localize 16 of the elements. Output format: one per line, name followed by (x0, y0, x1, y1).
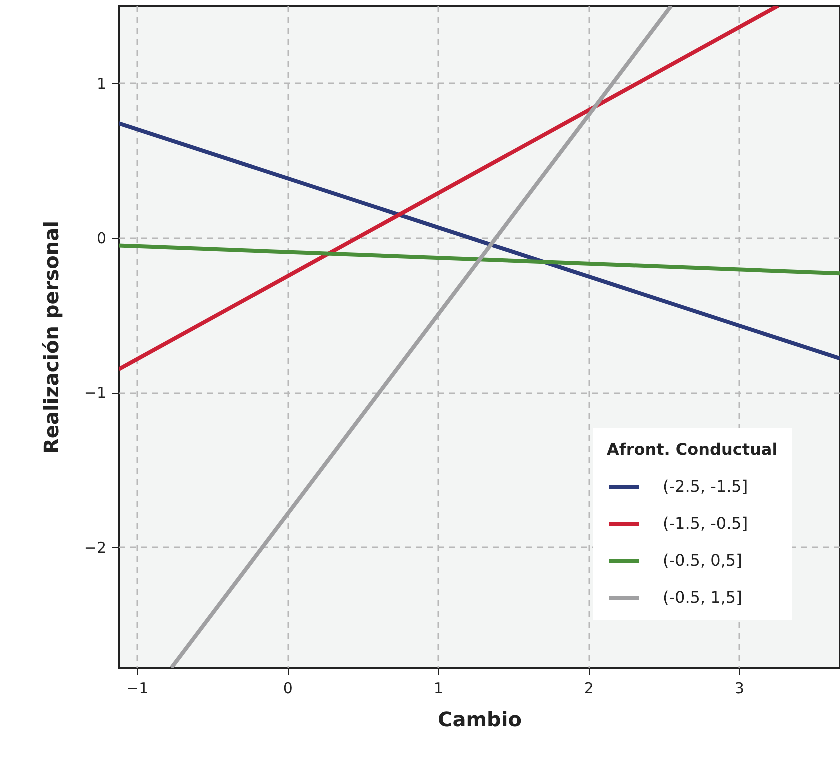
y-tick-label: 1 (96, 74, 106, 93)
x-tick-label: −1 (126, 680, 149, 698)
x-tick-label: 1 (434, 680, 444, 698)
legend-label: (-0.5, 1,5] (663, 588, 742, 607)
y-tick-label: 0 (96, 230, 106, 248)
legend-label: (-0.5, 0,5] (663, 551, 742, 570)
x-tick-label: 3 (734, 680, 744, 698)
legend-label: (-1.5, -0.5] (663, 514, 748, 533)
x-axis-title: Cambio (438, 708, 522, 732)
y-tick-label: −2 (84, 538, 106, 557)
legend-title: Afront. Conductual (607, 440, 778, 459)
y-axis-title: Realización personal (39, 221, 64, 454)
y-tick-label: −1 (84, 384, 106, 402)
x-tick-label: 2 (584, 680, 594, 698)
x-tick-label: 0 (283, 680, 293, 698)
legend-label: (-2.5, -1.5] (663, 477, 748, 496)
